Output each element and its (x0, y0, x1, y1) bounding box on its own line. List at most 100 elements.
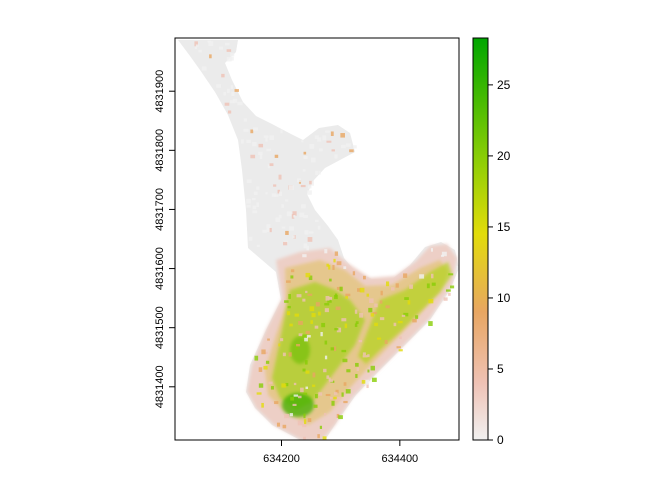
raster-cell (304, 419, 307, 425)
raster-cell (430, 248, 434, 252)
raster-cell (292, 403, 297, 407)
raster-cell (224, 102, 230, 106)
raster-cell (226, 57, 232, 62)
raster-cell (223, 92, 226, 96)
raster-cell (280, 338, 284, 342)
raster-cell (324, 303, 330, 306)
raster-cell (243, 118, 247, 122)
raster-cell (302, 169, 306, 172)
raster-cell (403, 312, 409, 317)
raster-cell (333, 295, 338, 300)
x-axis: 634200 634400 (263, 440, 418, 465)
raster-cell (321, 322, 326, 328)
raster-cell (384, 339, 388, 344)
raster-cell (344, 323, 348, 329)
raster-cell (328, 296, 333, 301)
raster-cell (324, 249, 328, 254)
raster-cell (328, 377, 331, 382)
raster-cell (343, 382, 347, 386)
raster-cell (367, 369, 370, 373)
x-tick-label: 634400 (381, 453, 418, 465)
raster-cell (345, 295, 348, 299)
raster-cell (372, 312, 377, 315)
raster-cell (303, 151, 307, 155)
raster-cell (207, 40, 212, 43)
raster-cell (254, 355, 259, 361)
raster-cell (303, 436, 306, 440)
raster-cell (407, 300, 411, 305)
raster-cell (450, 285, 455, 289)
raster-cell (325, 130, 330, 133)
colorbar-tick-label: 5 (497, 362, 504, 376)
raster-cell (395, 283, 399, 288)
raster-cell (306, 245, 310, 251)
raster-cell (297, 420, 303, 426)
raster-cell (313, 404, 318, 408)
raster-cell (261, 402, 264, 408)
raster-cell (428, 298, 434, 304)
raster-cell (221, 73, 225, 78)
raster-cell (356, 367, 359, 372)
raster-cell (263, 135, 269, 138)
raster-cell (288, 185, 294, 190)
raster-cell (258, 151, 263, 156)
raster-cell (265, 360, 270, 364)
raster-cell (398, 349, 403, 352)
raster-cell (209, 54, 212, 59)
raster-cell (256, 202, 260, 207)
raster-cell (269, 135, 275, 141)
raster-cell (370, 365, 375, 371)
raster-cell (310, 320, 313, 324)
raster-cell (325, 295, 330, 301)
raster-cell (304, 336, 308, 342)
raster-cell (305, 335, 311, 338)
raster-cell (334, 327, 339, 331)
raster-cell (290, 396, 295, 401)
raster-cell (364, 379, 369, 385)
raster-cell (320, 331, 323, 337)
raster-cell (300, 184, 306, 188)
raster-cell (281, 204, 284, 208)
raster-cell (292, 235, 295, 239)
colorbar-ticks: 0 5 10 15 20 25 (488, 78, 511, 447)
raster-texture (194, 40, 459, 440)
raster-cell (341, 318, 347, 322)
raster-cell (293, 215, 296, 218)
raster-cell (261, 349, 266, 355)
colorbar-tick-label: 10 (497, 291, 511, 305)
raster-cell (302, 254, 307, 258)
raster-cell (246, 139, 251, 144)
raster-cell (256, 186, 260, 190)
raster-cell (262, 229, 267, 233)
raster-cell (426, 283, 430, 289)
raster-cell (315, 394, 318, 399)
raster-cell (359, 312, 364, 318)
raster-cell (385, 281, 390, 287)
raster-cell (290, 269, 295, 273)
raster-cell (281, 226, 286, 229)
raster-cell (345, 293, 351, 297)
raster-cell (281, 383, 287, 388)
raster-cell (266, 224, 271, 229)
raster-cell (412, 318, 417, 323)
raster-cell (285, 230, 289, 235)
raster-cell (280, 129, 283, 134)
raster-cell (322, 135, 327, 141)
raster-cell (336, 286, 342, 290)
raster-cell (302, 298, 306, 302)
raster-cell (358, 340, 363, 343)
colorbar-tick-label: 0 (497, 433, 504, 447)
raster-cell (304, 360, 308, 365)
raster-cell (307, 237, 313, 242)
raster-cell (370, 313, 374, 317)
raster-cell (298, 320, 303, 325)
raster-cell (357, 288, 361, 292)
raster-cell (274, 401, 279, 405)
raster-cell (367, 354, 370, 358)
raster-cell (359, 287, 365, 293)
raster-cell (363, 275, 366, 280)
raster-cell (399, 336, 402, 340)
raster-cell (345, 389, 351, 394)
raster-cell (305, 370, 310, 374)
raster-cell (267, 338, 270, 341)
